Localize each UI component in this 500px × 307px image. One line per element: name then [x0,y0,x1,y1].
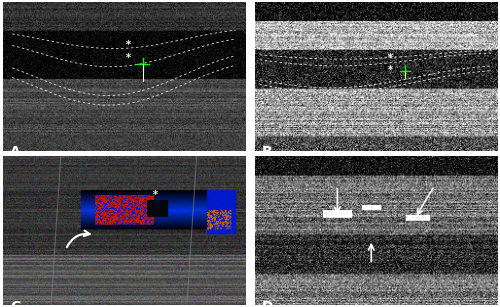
Text: B: B [262,145,273,158]
Text: *: * [126,53,131,63]
Text: *: * [388,65,393,75]
Text: A: A [10,145,20,158]
Text: C: C [10,300,20,307]
Text: D: D [262,300,274,307]
Text: *: * [152,190,158,200]
Text: *: * [388,53,393,63]
Text: *: * [126,40,131,50]
